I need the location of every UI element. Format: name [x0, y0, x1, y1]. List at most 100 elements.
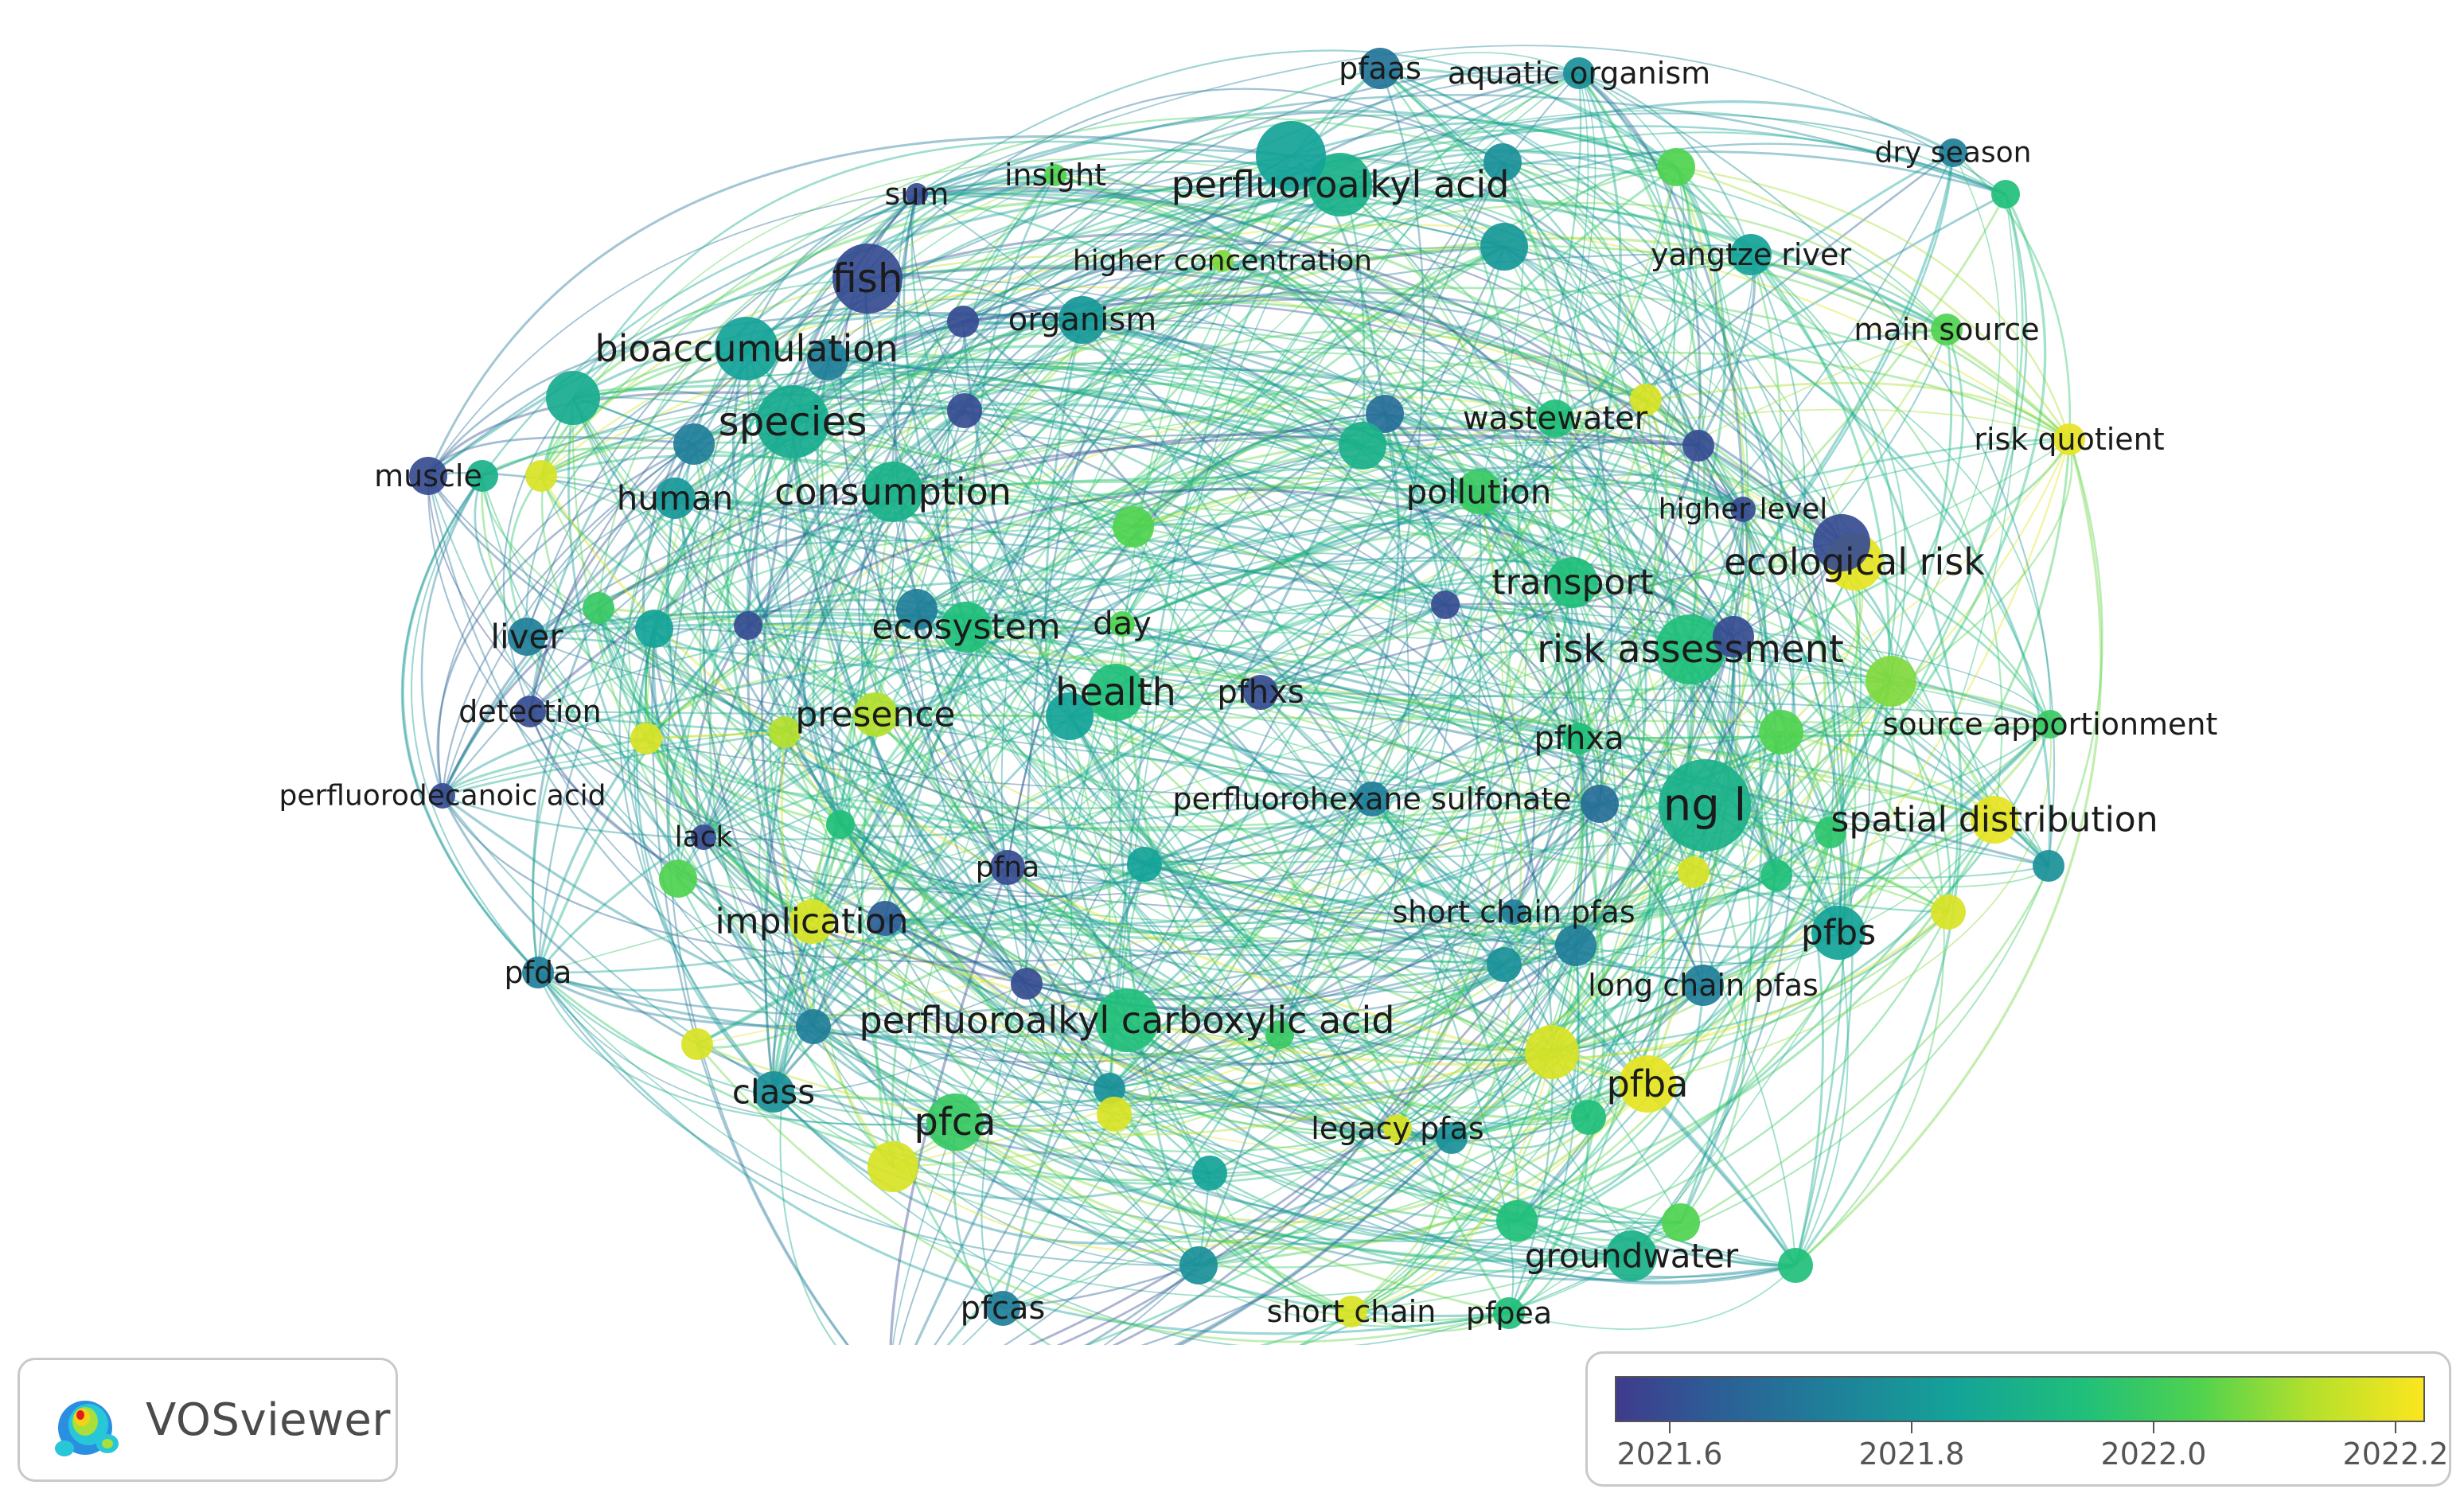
node-ng-l[interactable] — [1659, 759, 1751, 852]
node-consumption[interactable] — [863, 462, 923, 522]
network-node[interactable] — [546, 371, 600, 425]
network-node[interactable] — [1581, 785, 1619, 823]
network-node[interactable] — [1179, 1246, 1218, 1284]
network-node[interactable] — [769, 716, 801, 748]
network-node[interactable] — [807, 339, 848, 380]
network-node[interactable] — [1630, 384, 1662, 415]
node-pfbs[interactable] — [1811, 906, 1866, 960]
network-node[interactable] — [1113, 506, 1154, 548]
network-node[interactable] — [947, 306, 979, 337]
network-node[interactable] — [635, 610, 673, 648]
node-perfluoroalkyl-acid[interactable] — [1308, 153, 1372, 216]
network-node[interactable] — [1815, 817, 1846, 848]
network-node[interactable] — [1487, 947, 1522, 982]
node-perfluorodecanoic-acid[interactable] — [430, 783, 455, 809]
node-pollution[interactable] — [1456, 470, 1501, 514]
network-node[interactable] — [1436, 1122, 1468, 1154]
node-pfaas[interactable] — [1359, 48, 1401, 89]
network-node[interactable] — [1760, 860, 1792, 891]
node-spatial-distribution[interactable] — [1971, 796, 2018, 844]
node-transport[interactable] — [1547, 557, 1598, 608]
node-implication[interactable] — [789, 899, 834, 944]
node-pfpea[interactable] — [1493, 1297, 1525, 1329]
node-dry-season[interactable] — [1939, 138, 1967, 167]
network-node[interactable] — [1657, 148, 1695, 186]
node-muscle[interactable] — [409, 457, 447, 495]
node-yangtze-river[interactable] — [1730, 234, 1772, 275]
network-node[interactable] — [1431, 591, 1460, 619]
network-node[interactable] — [1046, 692, 1094, 740]
node-pfca[interactable] — [926, 1093, 984, 1151]
network-node[interactable] — [896, 589, 938, 630]
node-groundwater[interactable] — [1606, 1230, 1657, 1281]
network-node[interactable] — [1759, 710, 1803, 754]
node-wastewater[interactable] — [1536, 400, 1574, 438]
node-pfhxa[interactable] — [1563, 723, 1595, 754]
network-node[interactable] — [1931, 895, 1966, 930]
node-pfna[interactable] — [990, 850, 1025, 885]
network-node[interactable] — [1094, 1073, 1125, 1105]
node-day[interactable] — [1109, 611, 1135, 637]
node-risk-quotient[interactable] — [2053, 423, 2085, 455]
network-node[interactable] — [947, 393, 982, 428]
network-node[interactable] — [1256, 121, 1326, 191]
node-lack[interactable] — [691, 824, 716, 850]
node-sum[interactable] — [906, 183, 928, 205]
network-node[interactable] — [673, 423, 715, 465]
node-aquatic-organism[interactable] — [1563, 57, 1595, 89]
node-health[interactable] — [1087, 664, 1144, 721]
node-pfba[interactable] — [1619, 1055, 1676, 1113]
network-node[interactable] — [1662, 1203, 1700, 1242]
network-node[interactable] — [1480, 223, 1528, 271]
node-short-chain[interactable] — [1335, 1296, 1367, 1327]
node-higher-level[interactable] — [1730, 497, 1756, 522]
network-node[interactable] — [826, 810, 855, 839]
node-detection[interactable] — [514, 696, 546, 727]
network-node[interactable] — [681, 1028, 713, 1060]
node-species[interactable] — [756, 385, 829, 458]
network-node[interactable] — [525, 460, 557, 492]
node-source-apportionment[interactable] — [2036, 710, 2064, 739]
network-node[interactable] — [1339, 422, 1386, 470]
node-perfluoroalkyl-carboxylic-acid[interactable] — [1095, 988, 1159, 1052]
node-pfhxs[interactable] — [1243, 675, 1278, 710]
node-pfda[interactable] — [522, 957, 554, 988]
network-node[interactable] — [1678, 856, 1710, 888]
network-node[interactable] — [659, 860, 697, 898]
network-node[interactable] — [1571, 1100, 1606, 1135]
network-node[interactable] — [1991, 180, 2020, 209]
node-perfluorohexane-sulfonate[interactable] — [1355, 782, 1390, 817]
network-node[interactable] — [1483, 143, 1522, 181]
node-short-chain-pfas[interactable] — [1501, 899, 1526, 925]
network-node[interactable] — [1813, 514, 1870, 571]
network-node[interactable] — [734, 611, 762, 640]
node-main-source[interactable] — [1931, 314, 1963, 345]
node-presence[interactable] — [853, 692, 898, 737]
network-node[interactable] — [867, 1141, 918, 1192]
node-long-chain-pfas[interactable] — [1682, 965, 1724, 1006]
network-node[interactable] — [1265, 1020, 1294, 1049]
node-class[interactable] — [753, 1071, 794, 1113]
node-pfcas[interactable] — [985, 1291, 1020, 1326]
node-risk-assessment[interactable] — [1655, 614, 1725, 684]
node-bioaccumulation[interactable] — [715, 317, 778, 380]
node-higher-concentration[interactable] — [1211, 250, 1234, 272]
network-node[interactable] — [1682, 430, 1714, 462]
network-node[interactable] — [466, 460, 498, 492]
network-node[interactable] — [1011, 968, 1043, 1000]
network-node[interactable] — [867, 901, 903, 936]
node-insight[interactable] — [1044, 164, 1066, 186]
network-node[interactable] — [1778, 1248, 1813, 1283]
node-liver[interactable] — [508, 618, 546, 656]
node-human[interactable] — [654, 478, 696, 519]
network-node[interactable] — [1097, 1097, 1132, 1132]
network-node[interactable] — [1192, 1156, 1227, 1191]
node-ecosystem[interactable] — [941, 602, 992, 653]
network-node[interactable] — [1127, 847, 1162, 882]
node-legacy-pfas[interactable] — [1383, 1114, 1412, 1143]
network-node[interactable] — [2033, 850, 2064, 882]
network-node[interactable] — [1496, 1200, 1538, 1242]
network-node[interactable] — [583, 592, 614, 624]
network-node[interactable] — [1555, 925, 1597, 966]
network-node[interactable] — [1366, 395, 1404, 433]
